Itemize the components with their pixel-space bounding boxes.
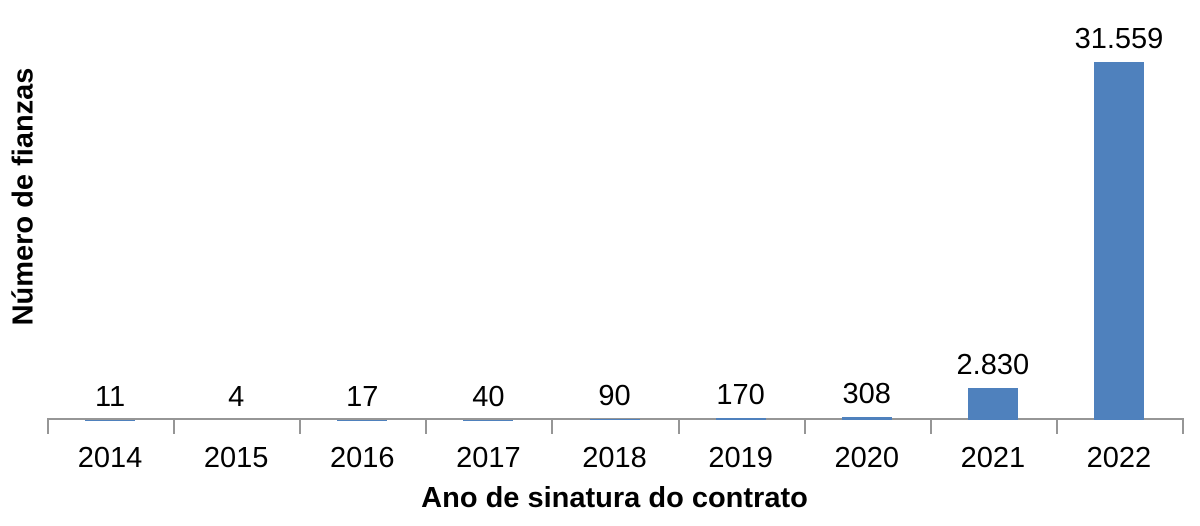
x-tick-label-2022: 2022 — [1086, 442, 1152, 474]
x-axis-tick — [929, 418, 932, 434]
y-axis-title-container: Número de fianzas — [2, 0, 46, 392]
bar-2019 — [715, 418, 766, 420]
data-label-2015: 4 — [228, 380, 245, 413]
x-axis-tick — [551, 418, 554, 434]
x-axis-tick — [47, 418, 49, 434]
x-tick-label-2018: 2018 — [582, 442, 647, 474]
data-label-2020: 308 — [842, 377, 891, 410]
x-tick-label-2021: 2021 — [960, 442, 1026, 474]
y-axis-title: Número de fianzas — [7, 67, 40, 325]
bar-2022 — [1093, 62, 1144, 420]
x-axis-tick — [425, 418, 428, 434]
x-axis-tick — [299, 418, 302, 434]
bar-2020 — [841, 416, 892, 420]
data-label-2022: 31.559 — [1074, 23, 1164, 55]
x-axis-tick — [677, 418, 680, 434]
x-tick-label-2016: 2016 — [330, 442, 395, 474]
x-axis-tick — [1055, 418, 1058, 434]
x-axis-tick — [803, 418, 806, 434]
data-label-2014: 11 — [95, 380, 126, 413]
data-label-2019: 170 — [716, 379, 765, 412]
x-axis-tick — [1182, 418, 1184, 434]
data-label-2016: 17 — [346, 380, 379, 413]
x-tick-label-2017: 2017 — [456, 442, 521, 474]
x-tick-label-2015: 2015 — [203, 442, 269, 474]
data-label-2021: 2.830 — [956, 348, 1030, 381]
x-tick-label-2014: 2014 — [77, 442, 143, 474]
data-label-2018: 90 — [598, 379, 631, 412]
x-tick-label-2019: 2019 — [708, 442, 773, 474]
bar-2021 — [967, 387, 1018, 420]
x-tick-label-2020: 2020 — [834, 442, 899, 474]
x-axis-tick — [173, 418, 176, 434]
data-label-2017: 40 — [472, 380, 505, 413]
bar-2018 — [589, 418, 640, 420]
x-axis-title: Ano de sinatura do contrato — [421, 482, 808, 514]
